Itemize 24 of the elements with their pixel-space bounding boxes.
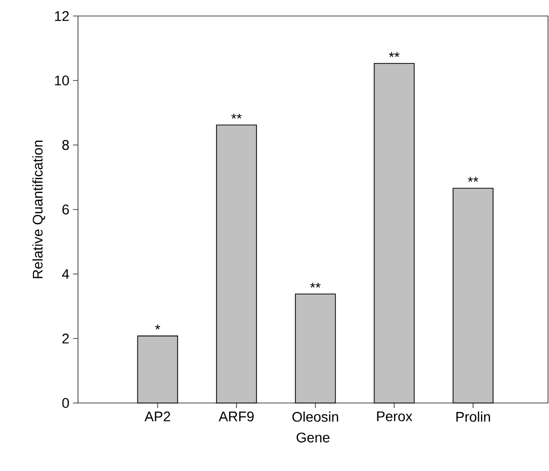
y-tick-label: 8 xyxy=(62,140,69,150)
y-tick-label: 6 xyxy=(62,204,69,214)
y-tick-label: 12 xyxy=(55,11,69,21)
bar xyxy=(374,63,415,404)
y-tick-label: 2 xyxy=(62,334,69,344)
bar xyxy=(216,124,257,404)
y-tick-label: 0 xyxy=(62,398,69,408)
annotation: ** xyxy=(389,52,400,57)
x-tick-label: ARF9 xyxy=(218,412,254,422)
annotation: ** xyxy=(231,114,242,119)
y-axis-title: Relative Quantification xyxy=(32,140,46,278)
annotation: ** xyxy=(310,282,321,288)
y-tick-label: 10 xyxy=(55,76,69,86)
bar xyxy=(137,336,178,404)
annotation: * xyxy=(155,324,160,330)
x-tick-label: Perox xyxy=(377,412,412,422)
annotation: ** xyxy=(468,176,478,182)
bar xyxy=(452,188,494,404)
x-tick-label: Oleosin xyxy=(292,412,338,422)
x-tick-label: Prolin xyxy=(456,412,490,422)
y-tick-label: 4 xyxy=(62,269,70,279)
bar xyxy=(294,294,336,404)
x-axis-title: Gene xyxy=(296,432,330,442)
x-tick-label: AP2 xyxy=(144,412,170,422)
